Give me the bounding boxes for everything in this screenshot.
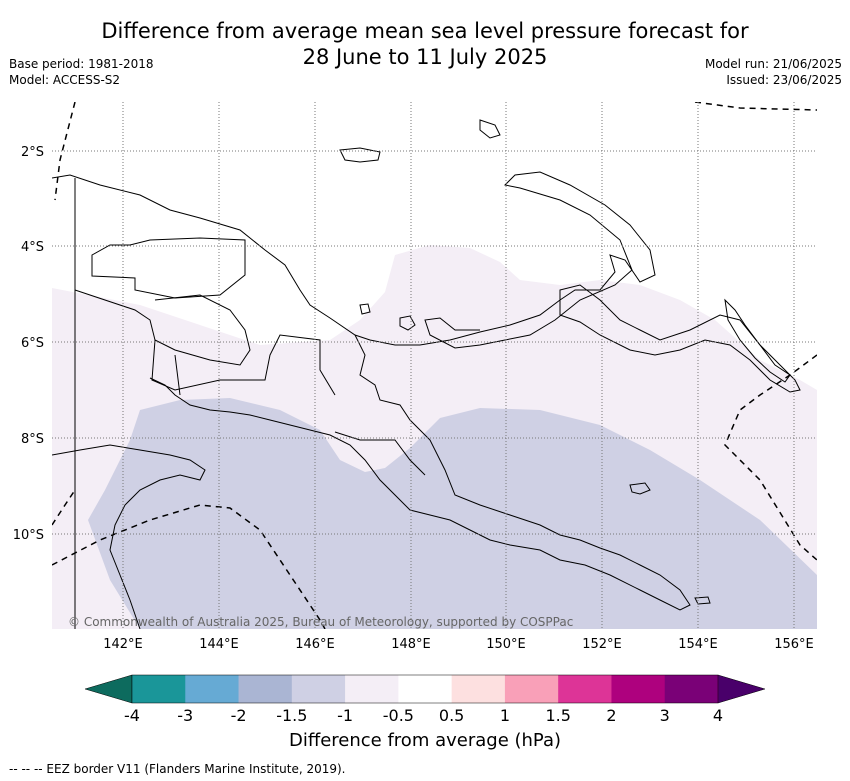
- island-small-3: [694, 596, 711, 605]
- lat-label: 2°S: [21, 145, 44, 160]
- lon-label: 152°E: [582, 637, 622, 652]
- lon-label: 148°E: [391, 637, 431, 652]
- colorbar-segment: [558, 675, 612, 703]
- colorbar-segment: [185, 675, 240, 703]
- colorbar-segment: [398, 675, 453, 703]
- map-area: © Commonwealth of Australia 2025, Bureau…: [52, 102, 817, 629]
- colorbar-tick-label: 2: [606, 706, 616, 725]
- colorbar-extend-low: [84, 674, 133, 704]
- model-info: Base period: 1981-2018 Model: ACCESS-S2: [9, 56, 154, 88]
- island-small-2: [629, 482, 651, 495]
- colorbar-segment: [504, 675, 559, 703]
- colorbar-outline: [131, 674, 719, 704]
- province-mid: [154, 294, 251, 366]
- eez-south-west-2: [52, 489, 76, 526]
- lon-label: 154°E: [678, 637, 718, 652]
- eez-footnote: -- -- -- EEZ border V11 (Flanders Marine…: [9, 762, 346, 776]
- colorbar: -4 -3 -2 -1.5 -1 -0.5 0.5 1 1.5 2 3 4: [84, 674, 766, 725]
- colorbar-tick-label: 4: [713, 706, 723, 725]
- colorbar-tick-label: 3: [660, 706, 670, 725]
- colorbar-tick-label: -0.5: [383, 706, 414, 725]
- colorbar-tick-label: 1.5: [545, 706, 570, 725]
- model-name: Model: ACCESS-S2: [9, 73, 121, 87]
- colorbar-segment: [451, 675, 506, 703]
- australia-north-coast: [52, 444, 206, 629]
- lat-label: 8°S: [21, 432, 44, 447]
- coastlines: [52, 119, 801, 629]
- run-info: Model run: 21/06/2025 Issued: 23/06/2025: [705, 56, 842, 88]
- copyright-notice: © Commonwealth of Australia 2025, Bureau…: [68, 615, 573, 629]
- colorbar-segment: [238, 675, 293, 703]
- graticule: [52, 102, 817, 629]
- eez-south-west: [52, 504, 326, 629]
- lat-label: 6°S: [21, 336, 44, 351]
- colorbar-tick-label: 1: [500, 706, 510, 725]
- new-guinea-coast: [52, 171, 656, 349]
- colorbar-tick-label: -4: [124, 706, 140, 725]
- lon-label: 144°E: [199, 637, 239, 652]
- model-run: Model run: 21/06/2025: [704, 57, 842, 71]
- colorbar-tick-label: -1.5: [276, 706, 307, 725]
- lon-label: 142°E: [103, 637, 143, 652]
- province-east: [334, 431, 426, 476]
- lon-labels: 142°E 144°E 146°E 148°E 150°E 152°E 154°…: [103, 637, 814, 652]
- province-west: [91, 237, 246, 299]
- colorbar-title: Difference from average (hPa): [288, 730, 562, 751]
- lat-labels: 2°S 4°S 6°S 8°S 10°S: [13, 145, 44, 543]
- new-britain: [559, 284, 801, 393]
- anomaly-region-medium: [88, 398, 817, 629]
- title-line-1: Difference from average mean sea level p…: [101, 19, 749, 43]
- colorbar-tick-label: 0.5: [439, 706, 464, 725]
- lon-label: 146°E: [295, 637, 335, 652]
- colorbar-tick-label: -3: [177, 706, 193, 725]
- eez-north-east: [694, 102, 817, 111]
- new-ireland: [479, 119, 501, 139]
- province-central: [74, 289, 336, 396]
- title-line-2: 28 June to 11 July 2025: [302, 45, 548, 69]
- lon-label: 156°E: [774, 637, 814, 652]
- province-south: [174, 354, 181, 396]
- lat-label: 10°S: [13, 528, 44, 543]
- colorbar-segment: [345, 675, 399, 703]
- eez-west: [54, 102, 76, 201]
- colorbar-segment: [291, 675, 346, 703]
- base-period: Base period: 1981-2018: [9, 57, 154, 71]
- bougainville: [724, 298, 791, 383]
- colorbar-segment: [132, 675, 186, 703]
- chart-title: Difference from average mean sea level p…: [0, 18, 850, 70]
- colorbar-tick-label: -1: [337, 706, 353, 725]
- colorbar-extend-high: [717, 674, 766, 704]
- island-small-4: [359, 303, 371, 315]
- colorbar-tick-label: -2: [231, 706, 247, 725]
- lat-label: 4°S: [21, 240, 44, 255]
- issued-date: Issued: 23/06/2025: [726, 73, 842, 87]
- manus-island: [339, 147, 381, 163]
- colorbar-segment: [611, 675, 666, 703]
- png-south-coast: [149, 334, 691, 611]
- lon-label: 150°E: [486, 637, 526, 652]
- colorbar-segment: [664, 675, 719, 703]
